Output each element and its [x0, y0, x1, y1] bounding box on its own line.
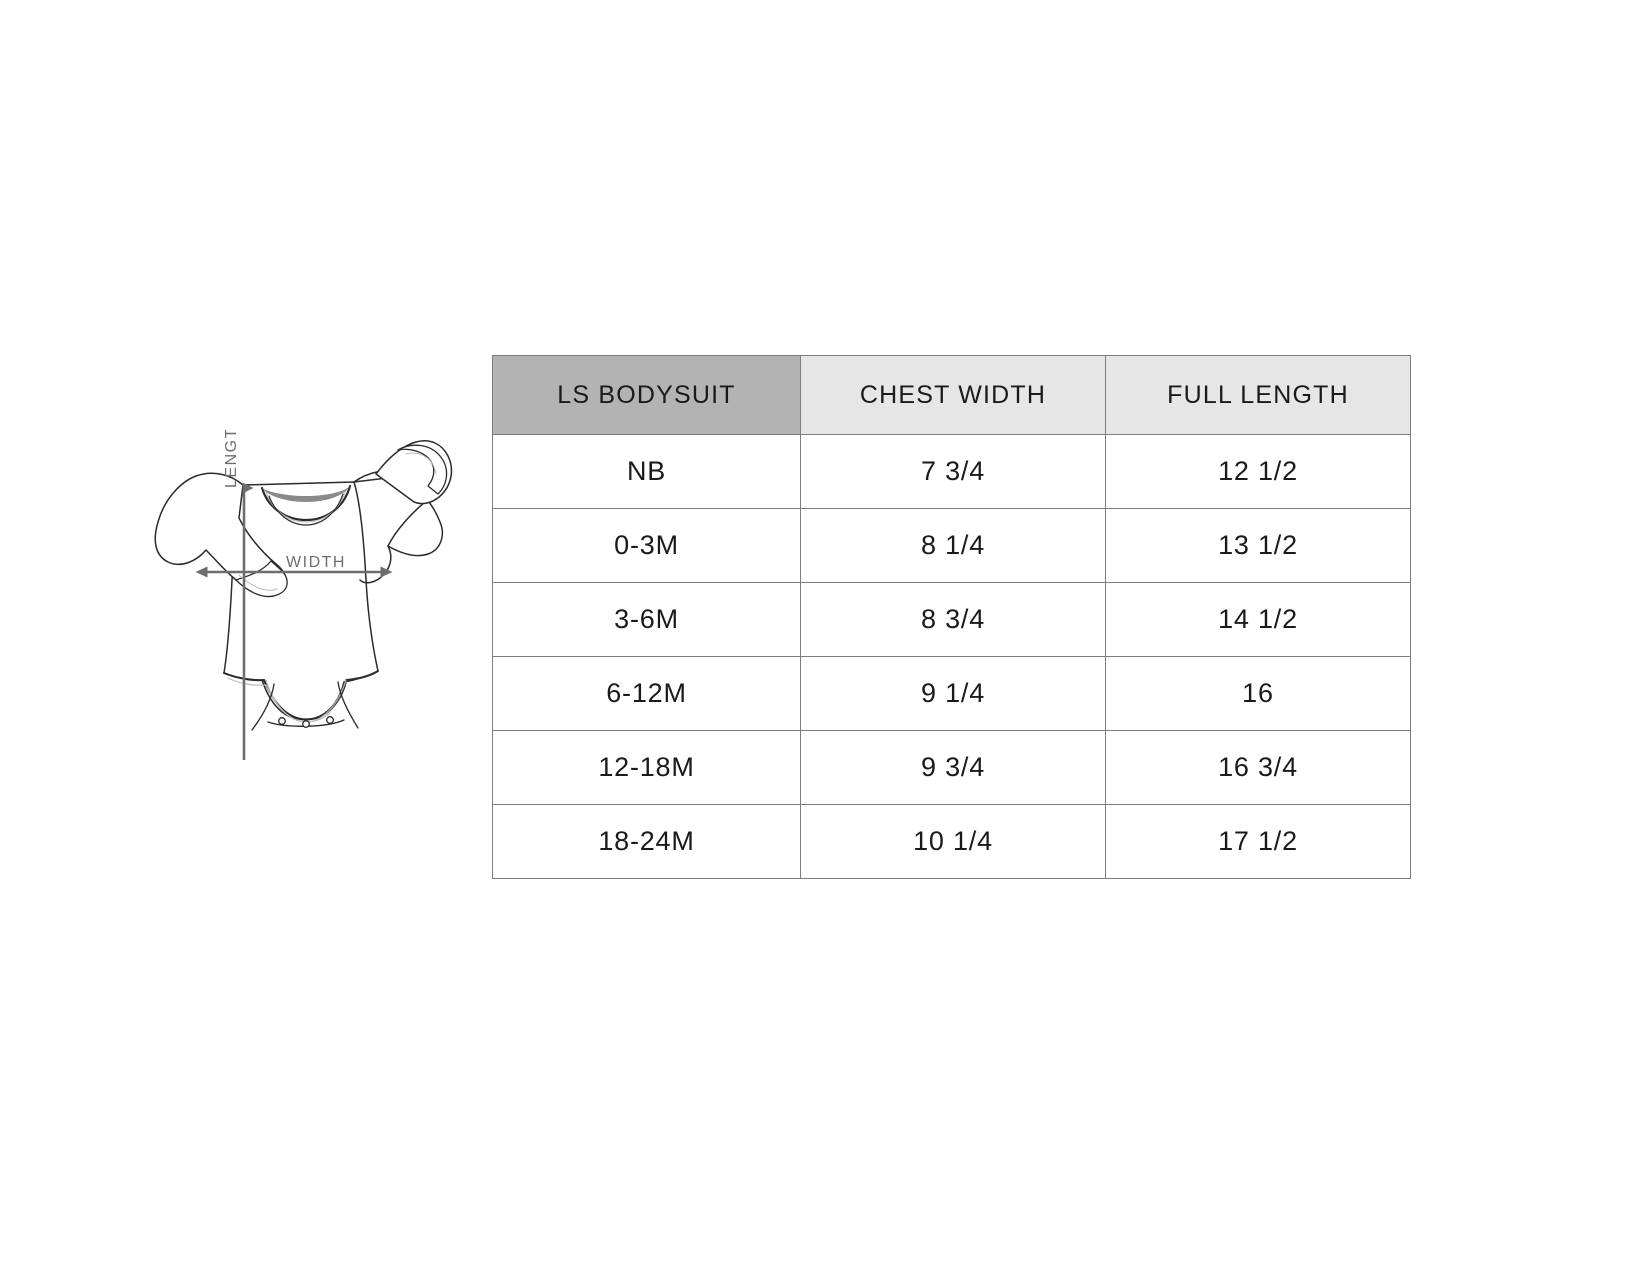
- cell-size: 3-6M: [492, 582, 801, 657]
- cell-length: 12 1/2: [1105, 434, 1411, 509]
- length-label: LENGTH: [223, 430, 240, 488]
- cell-chest: 8 3/4: [800, 582, 1106, 657]
- cell-length: 14 1/2: [1105, 582, 1411, 657]
- table-body: NB 7 3/4 12 1/2 0-3M 8 1/4 13 1/2 3-6M 8…: [492, 434, 1411, 879]
- cell-length: 16: [1105, 656, 1411, 731]
- cell-size: NB: [492, 434, 801, 509]
- cell-length: 13 1/2: [1105, 508, 1411, 583]
- cell-chest: 9 3/4: [800, 730, 1106, 805]
- cell-length: 16 3/4: [1105, 730, 1411, 805]
- cell-chest: 7 3/4: [800, 434, 1106, 509]
- snap-button: [278, 717, 286, 725]
- bodysuit-outline: [154, 440, 453, 731]
- header-size: LS BODYSUIT: [492, 355, 801, 435]
- snap-button: [326, 716, 334, 724]
- table-row: 18-24M 10 1/4 17 1/2: [492, 804, 1411, 879]
- width-label: WIDTH: [286, 554, 346, 571]
- table-row: 3-6M 8 3/4 14 1/2: [492, 582, 1411, 657]
- cell-size: 6-12M: [492, 656, 801, 731]
- cell-chest: 8 1/4: [800, 508, 1106, 583]
- table-row: NB 7 3/4 12 1/2: [492, 434, 1411, 509]
- header-chest-width: CHEST WIDTH: [800, 355, 1106, 435]
- snap-button: [302, 720, 310, 728]
- header-full-length: FULL LENGTH: [1105, 355, 1411, 435]
- cell-size: 18-24M: [492, 804, 801, 879]
- cell-chest: 9 1/4: [800, 656, 1106, 731]
- size-chart-table: LS BODYSUIT CHEST WIDTH FULL LENGTH NB 7…: [492, 355, 1411, 879]
- cell-length: 17 1/2: [1105, 804, 1411, 879]
- bodysuit-illustration: LENGTH WIDTH: [140, 430, 480, 780]
- cell-chest: 10 1/4: [800, 804, 1106, 879]
- cell-size: 0-3M: [492, 508, 801, 583]
- cell-size: 12-18M: [492, 730, 801, 805]
- table-header-row: LS BODYSUIT CHEST WIDTH FULL LENGTH: [492, 355, 1411, 435]
- table-row: 0-3M 8 1/4 13 1/2: [492, 508, 1411, 583]
- table-row: 6-12M 9 1/4 16: [492, 656, 1411, 731]
- table-row: 12-18M 9 3/4 16 3/4: [492, 730, 1411, 805]
